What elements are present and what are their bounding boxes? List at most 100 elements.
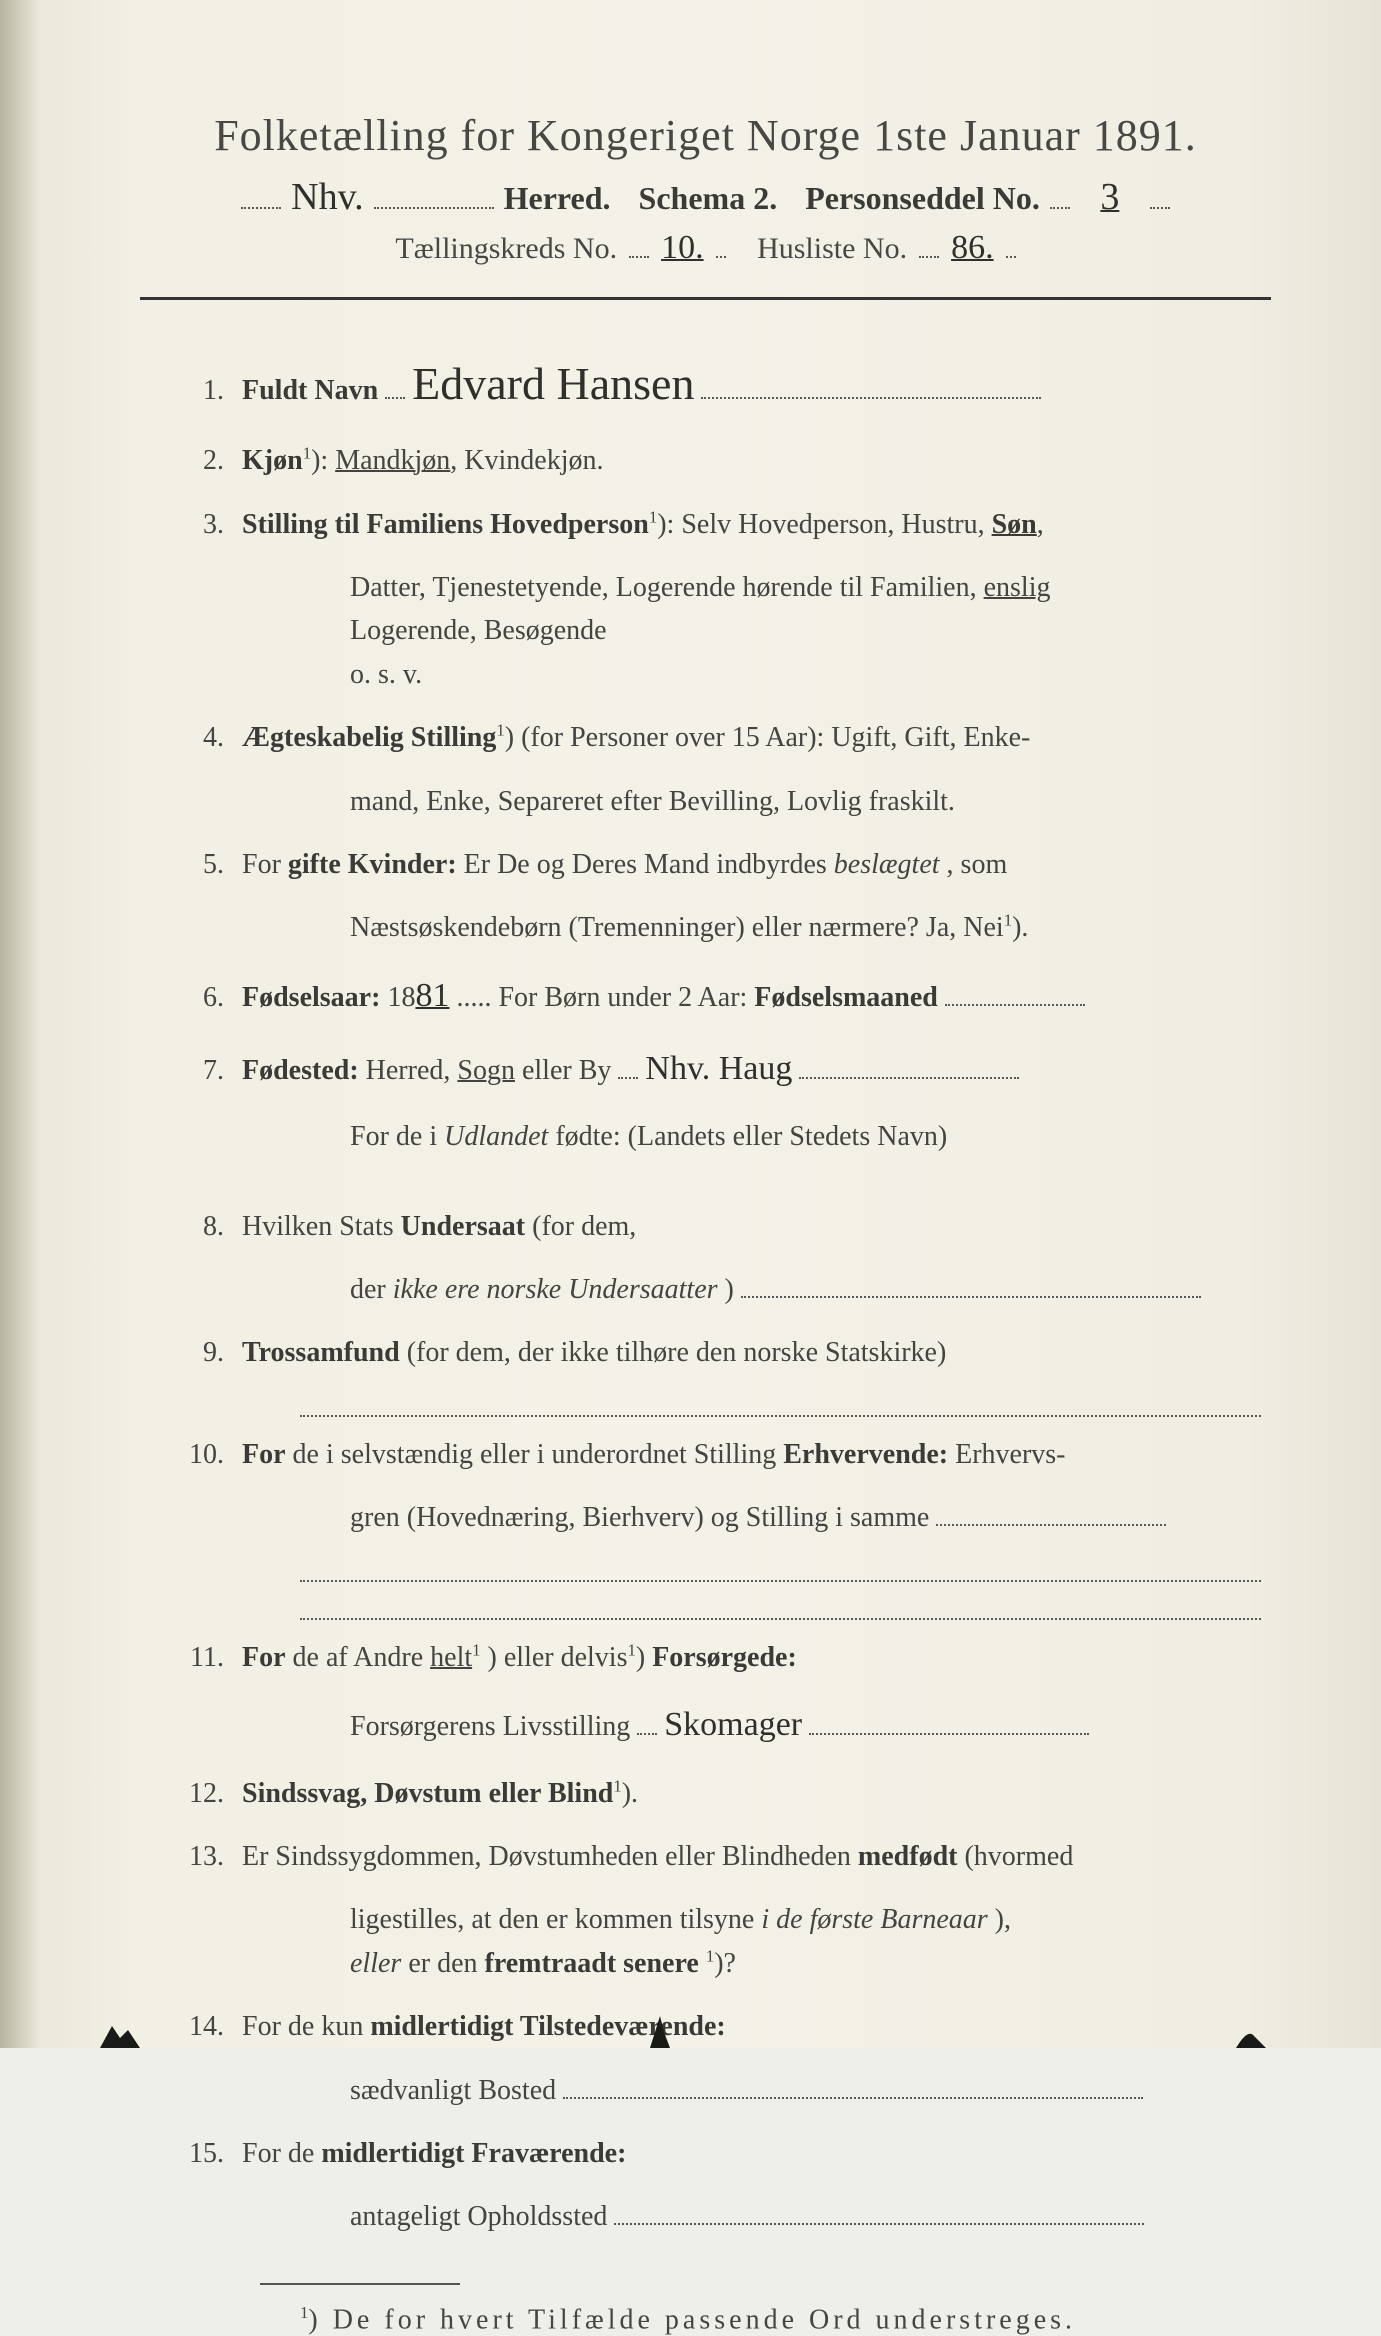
- field-11-supported: 11. For de af Andre helt1 ) eller delvis…: [170, 1636, 1261, 1679]
- field-text: sædvanligt Bosted: [350, 2075, 556, 2106]
- field-bold: fremtraadt senere: [485, 1948, 699, 1979]
- field-text: ) eller delvis: [488, 1642, 628, 1673]
- sup-1: 1: [472, 1640, 480, 1659]
- field-number: 5.: [170, 843, 224, 886]
- field-number: 15.: [170, 2132, 224, 2175]
- field-label: Fødselsaar:: [242, 982, 380, 1013]
- field-text: (for dem,: [532, 1211, 636, 1242]
- field-text: fødte: (Landets eller Stedets Navn): [555, 1121, 947, 1152]
- dot-fill: [741, 1271, 1201, 1298]
- field-number: 14.: [170, 2005, 224, 2048]
- page-tear-icon: [100, 2008, 140, 2048]
- field-text: For: [242, 849, 288, 880]
- field-15-cont: antageligt Opholdssted: [350, 2195, 1261, 2238]
- field-4-marital: 4. Ægteskabelig Stilling1) (for Personer…: [170, 716, 1261, 759]
- field-text: ligestilles, at den er kommen tilsyne: [350, 1904, 761, 1935]
- field-number: 11.: [170, 1636, 224, 1679]
- dot-fill: [614, 2198, 1144, 2225]
- field-number: 9.: [170, 1331, 224, 1374]
- blank-dotted-line: [300, 1598, 1261, 1620]
- sup-1: 1: [613, 1776, 621, 1795]
- options-text: o. s. v.: [350, 659, 422, 690]
- field-text: (hvormed: [964, 1841, 1073, 1872]
- field-3-relation: 3. Stilling til Familiens Hovedperson1):…: [170, 503, 1261, 546]
- page-tear-icon: [1230, 2008, 1270, 2048]
- field-lead: For: [242, 1642, 286, 1673]
- personseddel-no-handwritten: 3: [1080, 175, 1140, 219]
- header-line-3: Tællingskreds No. 10. Husliste No. 86.: [140, 229, 1271, 267]
- dot-fill: [919, 229, 939, 258]
- field-5-cont: Næstsøskendebørn (Tremenninger) eller næ…: [350, 906, 1261, 949]
- field-number: 12.: [170, 1772, 224, 1815]
- page-left-shadow: [0, 0, 40, 2048]
- field-number: 13.: [170, 1835, 224, 1878]
- page-tear-icon: [640, 2008, 680, 2048]
- field-number: 2.: [170, 439, 224, 482]
- option-male-underlined: Mandkjøn: [335, 445, 450, 476]
- field-text: de i selvstændig eller i underordnet Sti…: [293, 1439, 784, 1470]
- options-text: Logerende, Besøgende: [350, 615, 607, 646]
- sup-1: 1: [496, 721, 504, 740]
- field-text: Er Sindssygdommen, Døvstumheden eller Bl…: [242, 1841, 858, 1872]
- name-handwritten: Edvard Hansen: [412, 348, 694, 419]
- sup-1: 1: [300, 2303, 308, 2322]
- header-line-2: Nhv. Herred. Schema 2. Personseddel No. …: [140, 175, 1271, 219]
- field-bold: medfødt: [858, 1841, 958, 1872]
- field-text: ).: [622, 1778, 638, 1809]
- field-1-name: 1. Fuldt Navn Edvard Hansen: [170, 348, 1261, 419]
- field-12-disability: 12. Sindssvag, Døvstum eller Blind1).: [170, 1772, 1261, 1815]
- field-label: Erhvervende:: [783, 1439, 948, 1470]
- field-text: Forsørgerens Livsstilling: [350, 1711, 630, 1742]
- dot-fill: [1006, 229, 1016, 258]
- field-text: mand, Enke, Separeret efter Bevilling, L…: [350, 786, 955, 817]
- dot-fill: [1050, 178, 1070, 209]
- field-label: Forsørgede:: [652, 1642, 797, 1673]
- field-text: ): [725, 1274, 734, 1305]
- sup-1: 1: [649, 507, 657, 526]
- field-text: ),: [995, 1904, 1011, 1935]
- field-10-occupation: 10. For de i selvstændig eller i underor…: [170, 1433, 1261, 1476]
- dot-fill: [374, 178, 494, 209]
- option-son-underlined: Søn: [992, 509, 1037, 540]
- field-label: midlertidigt Fraværende:: [321, 2138, 626, 2169]
- field-text: eller By: [522, 1055, 611, 1086]
- field-italic: beslægtet: [834, 849, 940, 880]
- dot-fill: [618, 1051, 638, 1078]
- footnote-rule: [260, 2283, 460, 2285]
- field-italic: Udlandet: [444, 1121, 548, 1152]
- field-text: Herred,: [366, 1055, 458, 1086]
- field-3-cont: Datter, Tjenestetyende, Logerende hørend…: [350, 566, 1261, 696]
- husliste-label: Husliste No.: [757, 232, 907, 266]
- spacer: [170, 1179, 1261, 1205]
- field-italic: i de første Barneaar: [761, 1904, 987, 1935]
- dot-fill: [936, 1499, 1166, 1526]
- field-text: For de kun: [242, 2011, 370, 2042]
- field-text: gren (Hovednæring, Bierhverv) og Stillin…: [350, 1502, 929, 1533]
- blank-dotted-line: [300, 1395, 1261, 1417]
- dot-fill: [701, 372, 1041, 399]
- field-text: For de i: [350, 1121, 444, 1152]
- sup-1: 1: [1004, 911, 1012, 930]
- field-text: )?: [714, 1948, 736, 1979]
- field-4-cont: mand, Enke, Separeret efter Bevilling, L…: [350, 780, 1261, 823]
- field-number: 4.: [170, 716, 224, 759]
- field-14-present: 14. For de kun midlertidigt Tilstedevære…: [170, 2005, 1261, 2048]
- field-7-birthplace: 7. Fødested: Herred, Sogn eller By Nhv. …: [170, 1043, 1261, 1096]
- field-14-cont: sædvanligt Bosted: [350, 2069, 1261, 2112]
- field-label: Sindssvag, Døvstum eller Blind: [242, 1778, 613, 1809]
- field-italic: eller: [350, 1948, 401, 1979]
- sup-1: 1: [706, 1946, 714, 1965]
- field-11-cont: Forsørgerens Livsstilling Skomager: [350, 1699, 1261, 1752]
- field-text: der: [350, 1274, 393, 1305]
- option-enslig-underlined: enslig: [984, 572, 1051, 603]
- field-13-cont: ligestilles, at den er kommen tilsyne i …: [350, 1898, 1261, 1985]
- field-number: 8.: [170, 1205, 224, 1248]
- field-7-cont: For de i Udlandet fødte: (Landets eller …: [350, 1115, 1261, 1158]
- supporter-occupation-handwritten: Skomager: [664, 1706, 802, 1743]
- birthplace-handwritten: Nhv. Haug: [645, 1050, 792, 1087]
- field-label: Trossamfund: [242, 1337, 400, 1368]
- footnote-text: ) De for hvert Tilfælde passende Ord und…: [308, 2304, 1076, 2335]
- birthyear-handwritten: 81: [415, 977, 449, 1014]
- personseddel-label: Personseddel No.: [805, 180, 1040, 217]
- form-entries: 1. Fuldt Navn Edvard Hansen 2. Kjøn1): M…: [140, 348, 1271, 2239]
